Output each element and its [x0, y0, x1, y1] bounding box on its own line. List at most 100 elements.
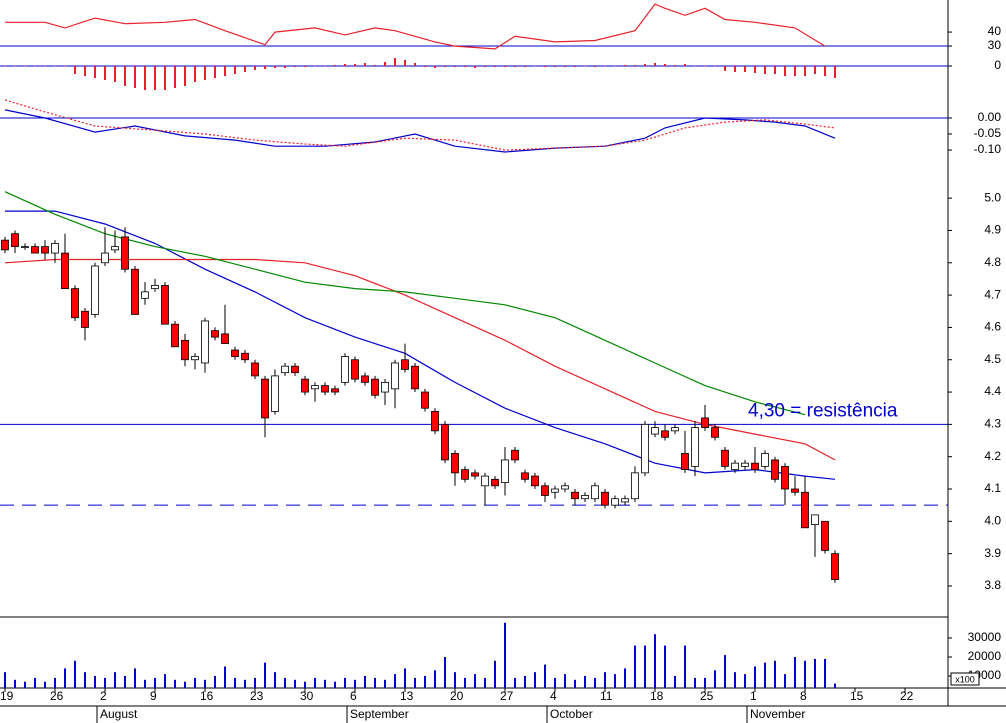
candle-body	[561, 485, 569, 490]
bar	[634, 65, 636, 66]
candle-body	[141, 291, 149, 299]
bar	[84, 66, 86, 76]
bar	[824, 658, 826, 688]
bar	[674, 675, 676, 688]
bar	[484, 677, 486, 688]
candle-body	[151, 285, 159, 290]
y-tick-label: 4.8	[984, 255, 1001, 269]
candle-body	[511, 449, 519, 461]
candle-body	[431, 411, 439, 432]
bar	[284, 66, 286, 68]
x-tick-label: 19	[0, 689, 14, 703]
bar	[184, 681, 186, 688]
bar	[394, 58, 396, 66]
bar	[604, 672, 606, 688]
bar	[604, 66, 606, 67]
bar	[804, 66, 806, 76]
bar	[164, 66, 166, 90]
candle-body	[91, 265, 99, 315]
bar	[454, 672, 456, 688]
bar	[104, 677, 106, 688]
bar	[244, 679, 246, 688]
bar	[654, 63, 656, 66]
bar	[144, 679, 146, 688]
candle-body	[651, 427, 659, 435]
bar	[364, 675, 366, 688]
bar	[554, 677, 556, 688]
bar	[194, 677, 196, 688]
bar	[34, 66, 36, 67]
bar	[154, 677, 156, 688]
candle-body	[461, 469, 469, 480]
bar	[294, 679, 296, 688]
bar	[714, 670, 716, 688]
bar	[774, 660, 776, 688]
candle-body	[571, 491, 579, 500]
bar	[294, 66, 296, 67]
candle-body	[781, 465, 789, 490]
x-tick-label: 8	[800, 689, 807, 703]
y-tick-label: 4.0	[984, 514, 1001, 528]
bar	[224, 666, 226, 688]
bar	[554, 66, 556, 67]
candle-body	[761, 453, 769, 467]
bar	[654, 634, 656, 688]
bar	[324, 679, 326, 688]
bar	[124, 675, 126, 688]
candle-body	[381, 381, 389, 393]
bar	[374, 65, 376, 66]
x-tick-label: 11	[600, 689, 613, 703]
x-tick-label: 13	[400, 689, 414, 703]
bar	[114, 66, 116, 82]
bar	[314, 66, 316, 67]
bar	[34, 677, 36, 688]
bar	[264, 66, 266, 69]
bar	[764, 662, 766, 688]
bar	[174, 679, 176, 688]
bar	[774, 66, 776, 74]
candle-body	[211, 330, 219, 338]
bar	[734, 672, 736, 688]
x-tick-label: 27	[500, 689, 514, 703]
bar	[584, 675, 586, 688]
bar	[194, 66, 196, 82]
month-label: October	[550, 707, 593, 721]
bar	[594, 677, 596, 688]
bar	[684, 64, 686, 66]
series-line	[4, 191, 806, 416]
candle-body	[731, 462, 739, 471]
candle-body	[451, 453, 459, 474]
bar	[424, 675, 426, 688]
y-tick-label: 4.1	[984, 481, 1001, 495]
bar	[214, 66, 216, 78]
candle-body	[711, 427, 719, 438]
bar	[814, 66, 816, 74]
bar	[574, 679, 576, 688]
series-line	[4, 99, 836, 151]
bar	[204, 66, 206, 80]
month-label: November	[750, 707, 805, 721]
bar	[14, 66, 16, 67]
candle-body	[721, 449, 729, 467]
candle-body	[361, 375, 369, 383]
bar	[444, 656, 446, 688]
candle-body	[251, 362, 259, 377]
bar	[224, 66, 226, 76]
candle-body	[541, 485, 549, 496]
series-line	[4, 109, 836, 153]
y-tick-label: 4.7	[984, 287, 1001, 301]
bar	[434, 66, 436, 68]
bar	[794, 656, 796, 688]
bar	[724, 66, 726, 71]
bar	[584, 66, 586, 67]
bar	[314, 677, 316, 688]
candle-body	[661, 430, 669, 438]
bar	[74, 66, 76, 74]
bar	[464, 66, 466, 67]
bar	[704, 677, 706, 688]
month-label: August	[100, 707, 138, 721]
bar	[114, 672, 116, 688]
candle-body	[641, 423, 649, 474]
bar	[704, 66, 706, 67]
candle-body	[551, 488, 559, 493]
